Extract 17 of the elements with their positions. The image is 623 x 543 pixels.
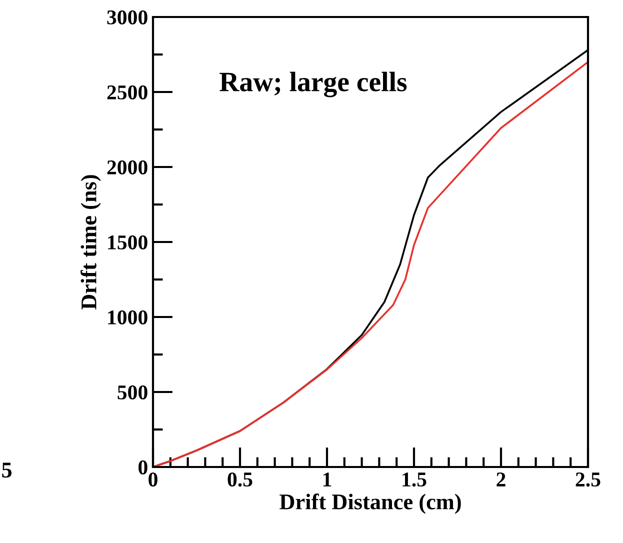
y-tick-label: 1000 xyxy=(108,310,148,324)
y-axis-title: Drift time (ns) xyxy=(80,175,101,310)
y-tick-label: 3000 xyxy=(107,10,148,24)
x-tick-label: 2 xyxy=(496,472,506,486)
x-axis-title: Drift Distance (cm) xyxy=(280,494,461,514)
x-tick-label: 0 xyxy=(148,472,158,487)
y-tick-label: 500 xyxy=(118,385,148,400)
x-tick-label: 0.5 xyxy=(228,472,252,487)
annotation: Raw; large cells xyxy=(220,72,407,98)
y-tick-label: 2500 xyxy=(107,85,148,100)
y-tick-label: 2000 xyxy=(107,160,148,174)
text: 5 xyxy=(2,462,12,478)
x-tick-label: 2.5 xyxy=(576,472,600,487)
x-tick-label: 1 xyxy=(323,472,332,486)
y-tick-label: 1500 xyxy=(108,235,148,250)
x-tick-label: 1.5 xyxy=(402,472,426,487)
y-tick-label: 0 xyxy=(138,460,148,474)
